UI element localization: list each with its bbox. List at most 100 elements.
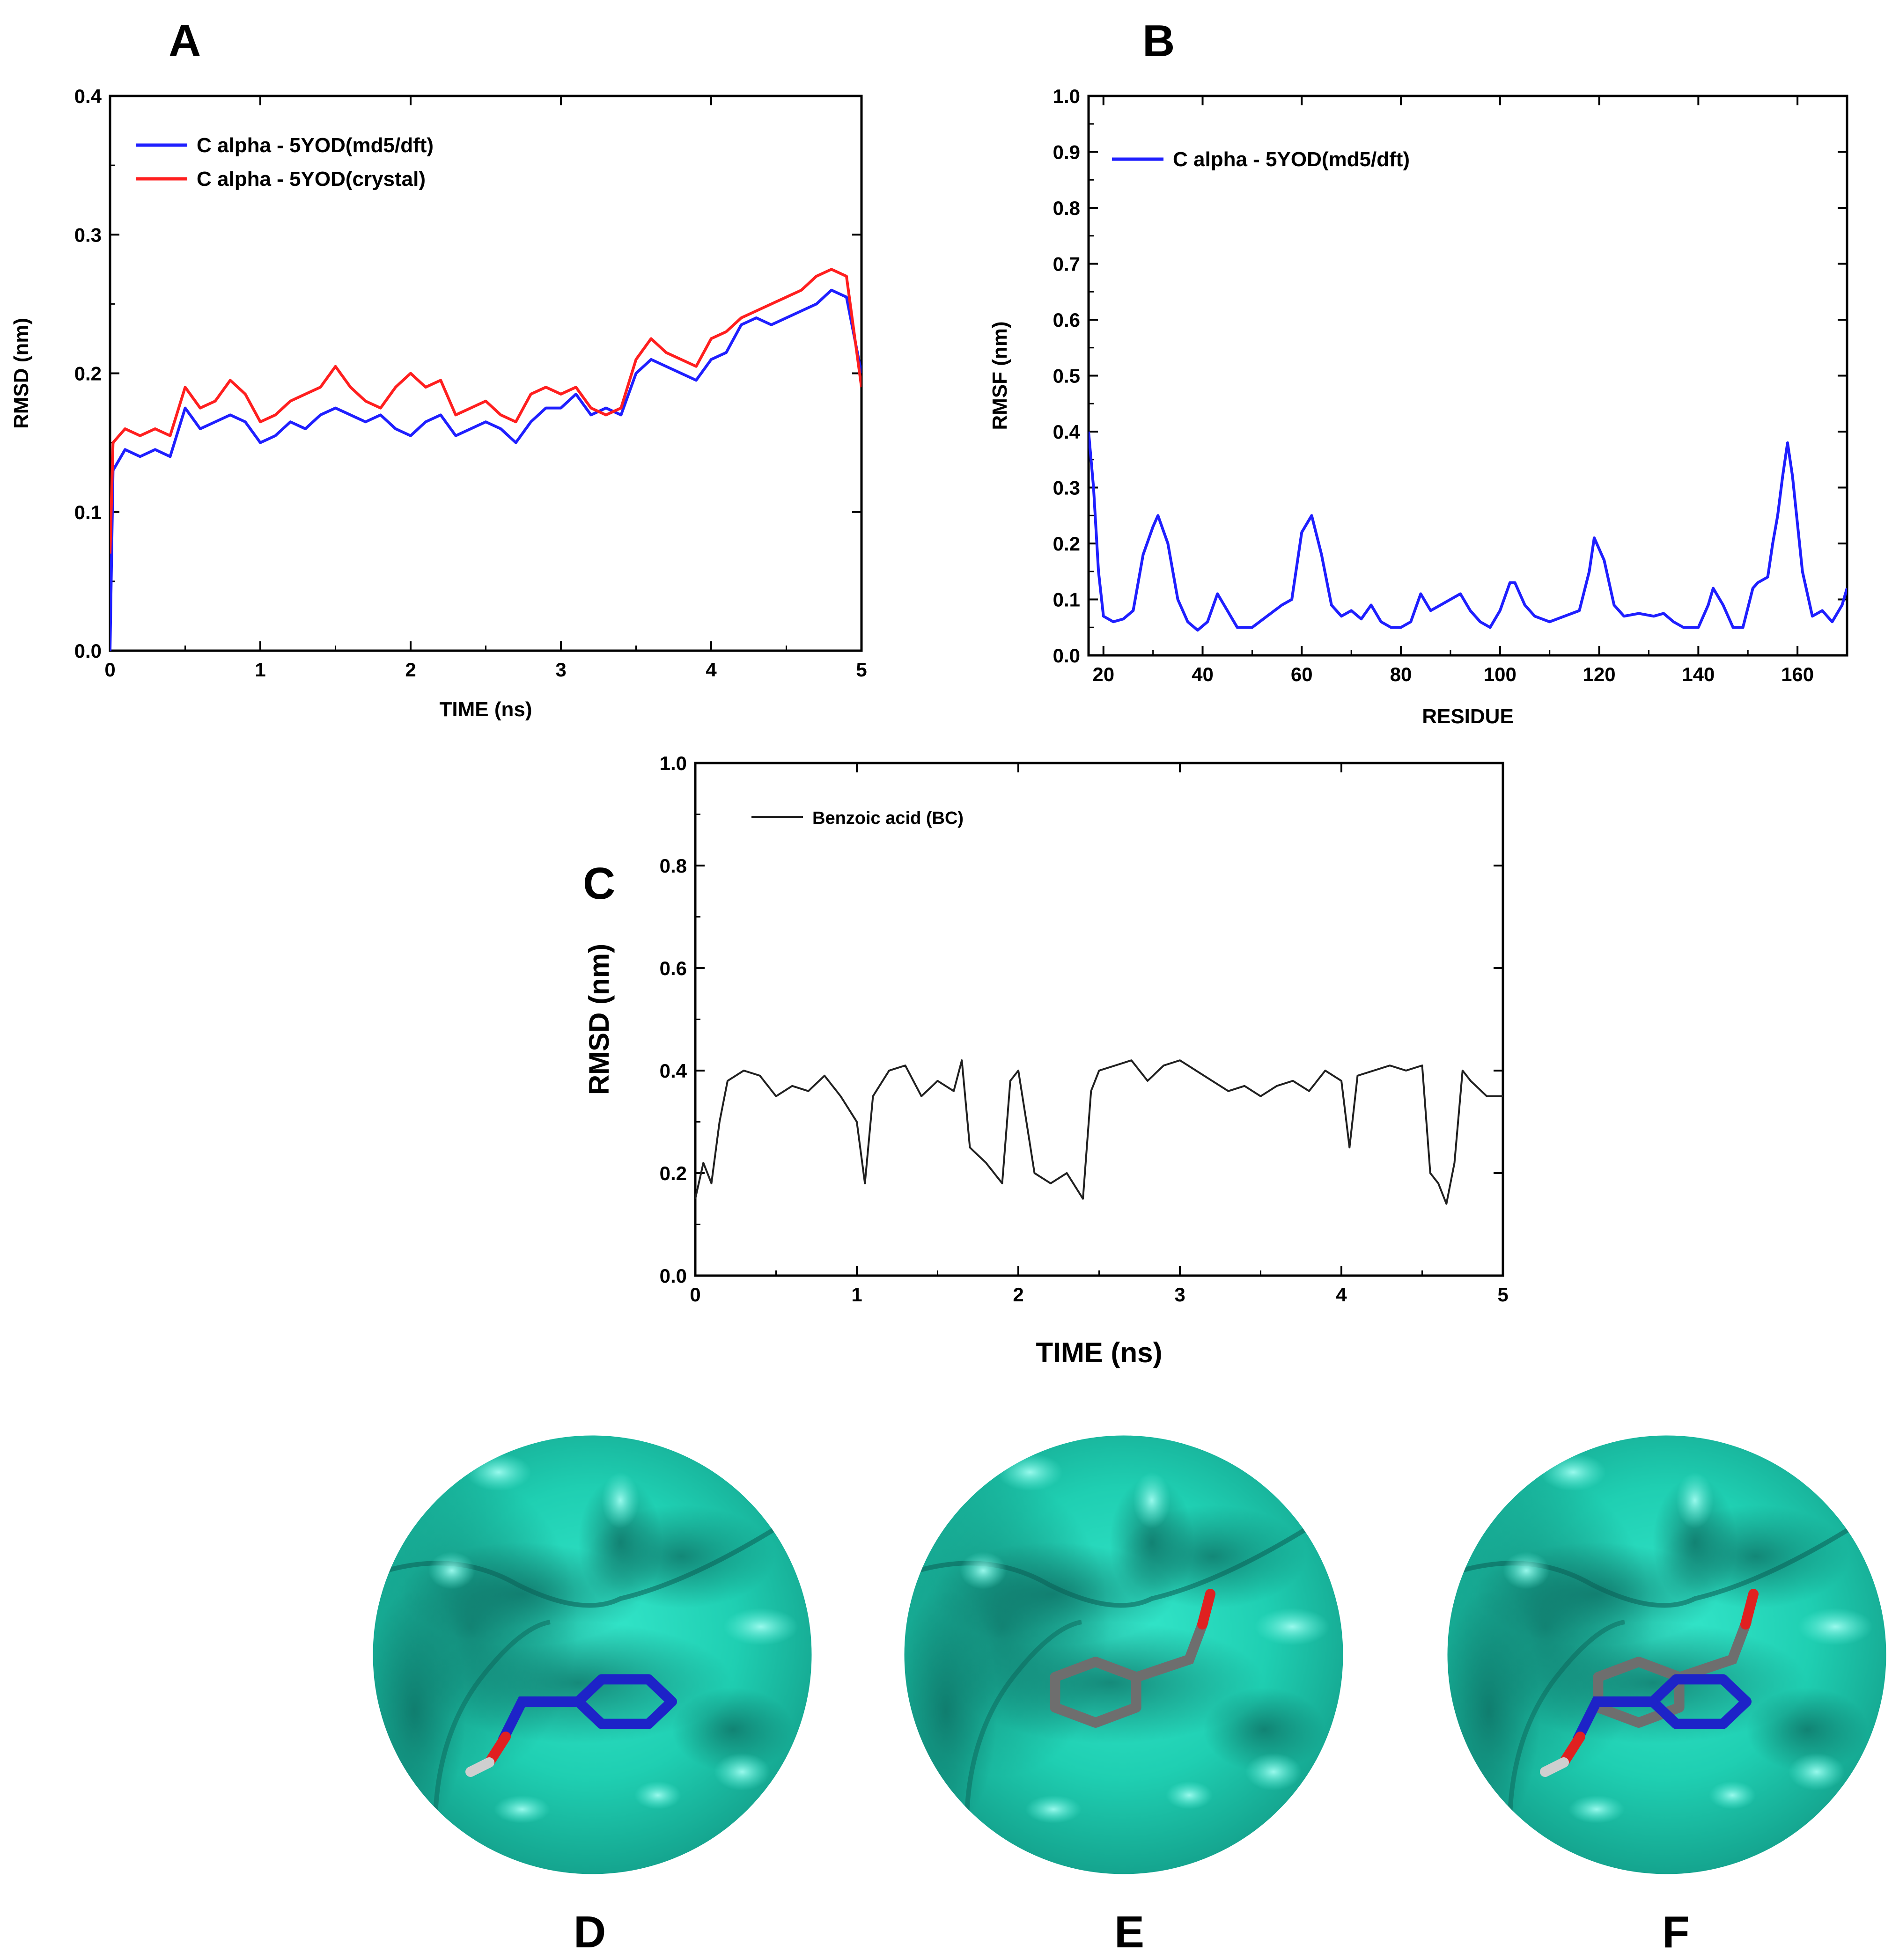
- surface-image-e: [903, 1434, 1345, 1876]
- x-axis-label: TIME (ns): [1036, 1337, 1163, 1368]
- surface-shadow: [578, 1477, 663, 1608]
- chart-b-rmsf-residue: 20 40 60 80 100 120 140 160 0.0 0.1 0.2 0.3 0.4 0.5 0.…: [988, 85, 1848, 728]
- plot-frame: [694, 762, 1504, 1277]
- y-tick-label: 0.8: [1053, 197, 1080, 219]
- surface-border: [1446, 1434, 1888, 1876]
- y-tick-label: 0.4: [660, 1060, 687, 1082]
- x-tick-label: 1: [851, 1284, 862, 1306]
- x-tick-label: 100: [1484, 663, 1517, 685]
- surface-shadow: [1110, 1477, 1194, 1608]
- y-tick-label: 0.0: [1053, 645, 1080, 667]
- x-tick-label: 4: [706, 659, 717, 681]
- surface-highlight: [428, 1552, 475, 1589]
- x-tick-label: 0: [104, 659, 115, 681]
- surface-highlight: [1503, 1552, 1550, 1589]
- surface-image-d: [371, 1434, 813, 1876]
- x-tick-label: 40: [1192, 663, 1214, 685]
- x-tick-label: 0: [690, 1284, 700, 1306]
- panel-letter-d: D: [574, 1907, 606, 1957]
- surface-shadow: [1653, 1477, 1737, 1608]
- surface-highlight: [1166, 1781, 1213, 1809]
- x-tick-label: 1: [255, 659, 265, 681]
- ligand-gray: [1050, 1589, 1215, 1728]
- y-tick-label: 0.3: [74, 224, 102, 246]
- x-tick-label: 80: [1390, 663, 1412, 685]
- y-axis-label: RMSF (nm): [988, 321, 1011, 430]
- ligand-chain: [1674, 1617, 1752, 1682]
- legend-label-1: Benzoic acid (BC): [812, 808, 964, 828]
- x-tick-label: 2: [1013, 1284, 1023, 1306]
- surface-highlight: [1798, 1608, 1873, 1645]
- surface-clip: [372, 1435, 812, 1875]
- surface-highlight: [1568, 1795, 1625, 1823]
- ligand-oxygen: [1740, 1589, 1759, 1630]
- plot-frame: [1087, 95, 1848, 657]
- y-tick-label: 0.0: [74, 640, 102, 662]
- y-tick-label: 0.2: [1053, 533, 1080, 555]
- surface-highlight: [1676, 1472, 1714, 1528]
- y-axis-label: RMSD (nm): [583, 944, 615, 1095]
- surface-highlight: [723, 1608, 798, 1645]
- panel-letter-e: E: [1114, 1907, 1144, 1957]
- x-tick-label: 20: [1092, 663, 1114, 685]
- surface-highlight: [1133, 1472, 1171, 1528]
- ligand-chain: [1131, 1617, 1208, 1682]
- surface-clip: [904, 1435, 1344, 1875]
- x-axis-label: TIME (ns): [440, 698, 532, 721]
- series-line-2: [110, 268, 861, 554]
- x-axis-label: RESIDUE: [1422, 705, 1514, 728]
- chart-c-rmsd-ligand: 0 1 2 3 4 5 0.0 0.2 0.4 0.6 0.8 1.0 TIME (ns) RMSD (n…: [583, 752, 1509, 1368]
- y-tick-label: 0.3: [1053, 477, 1080, 499]
- ligand-blue: [465, 1674, 677, 1777]
- series-line-1: [110, 288, 861, 651]
- ligand-hydrogen: [465, 1757, 494, 1777]
- x-tick-label: 120: [1583, 663, 1616, 685]
- y-tick-label: 0.2: [74, 363, 102, 385]
- surface-highlight: [1245, 1753, 1302, 1791]
- x-tick-label: 3: [555, 659, 566, 681]
- panel-letter-a: A: [169, 16, 201, 66]
- y-tick-label: 0.4: [74, 85, 102, 107]
- y-tick-label: 0.1: [1053, 589, 1080, 611]
- y-tick-label: 0.7: [1053, 253, 1080, 275]
- y-tick-label: 0.1: [74, 501, 102, 523]
- y-tick-label: 1.0: [660, 752, 687, 774]
- panel-letter-b: B: [1142, 16, 1175, 66]
- surface-shadow: [1203, 1688, 1325, 1772]
- ligand-blue: [1540, 1674, 1752, 1777]
- surface-highlight: [1255, 1608, 1330, 1645]
- surface-highlight: [1540, 1453, 1606, 1491]
- series-line-1: [695, 1059, 1503, 1205]
- x-tick-label: 5: [1497, 1284, 1508, 1306]
- legend-label-2: C alpha - 5YOD(crystal): [197, 168, 426, 191]
- y-tick-label: 0.0: [660, 1265, 687, 1287]
- y-tick-label: 0.4: [1053, 421, 1081, 443]
- surface-highlight: [714, 1753, 770, 1791]
- surface-border: [371, 1434, 813, 1876]
- surface-clip: [1447, 1435, 1887, 1875]
- surface-highlight: [602, 1472, 639, 1528]
- y-tick-label: 0.2: [660, 1162, 687, 1184]
- x-tick-label: 2: [405, 659, 416, 681]
- surface-highlight: [466, 1453, 531, 1491]
- chart-a-rmsd-protein: 0 1 2 3 4 5 0.0 0.1 0.2 0.3 0.4 TIME (ns) RMSD (nm) C…: [10, 85, 867, 721]
- x-tick-label: 140: [1682, 663, 1715, 685]
- surface-shadow: [1746, 1688, 1868, 1772]
- surface-highlight: [1025, 1795, 1082, 1823]
- ligand-oxygen: [1197, 1589, 1215, 1630]
- surface-highlight: [634, 1781, 681, 1809]
- x-tick-label: 160: [1781, 663, 1814, 685]
- ligand-hydrogen: [1540, 1757, 1569, 1777]
- series-line-1: [1089, 431, 1847, 632]
- surface-highlight: [1789, 1753, 1845, 1791]
- panel-letter-f: F: [1662, 1907, 1690, 1957]
- panel-letter-c: C: [583, 859, 615, 909]
- y-tick-label: 0.8: [660, 855, 687, 877]
- surface-highlight: [1709, 1781, 1756, 1809]
- surface-shadow: [672, 1688, 794, 1772]
- surface-border: [903, 1434, 1345, 1876]
- ligand-chain: [498, 1696, 583, 1744]
- x-tick-label: 60: [1291, 663, 1313, 685]
- y-axis-label: RMSD (nm): [10, 318, 33, 429]
